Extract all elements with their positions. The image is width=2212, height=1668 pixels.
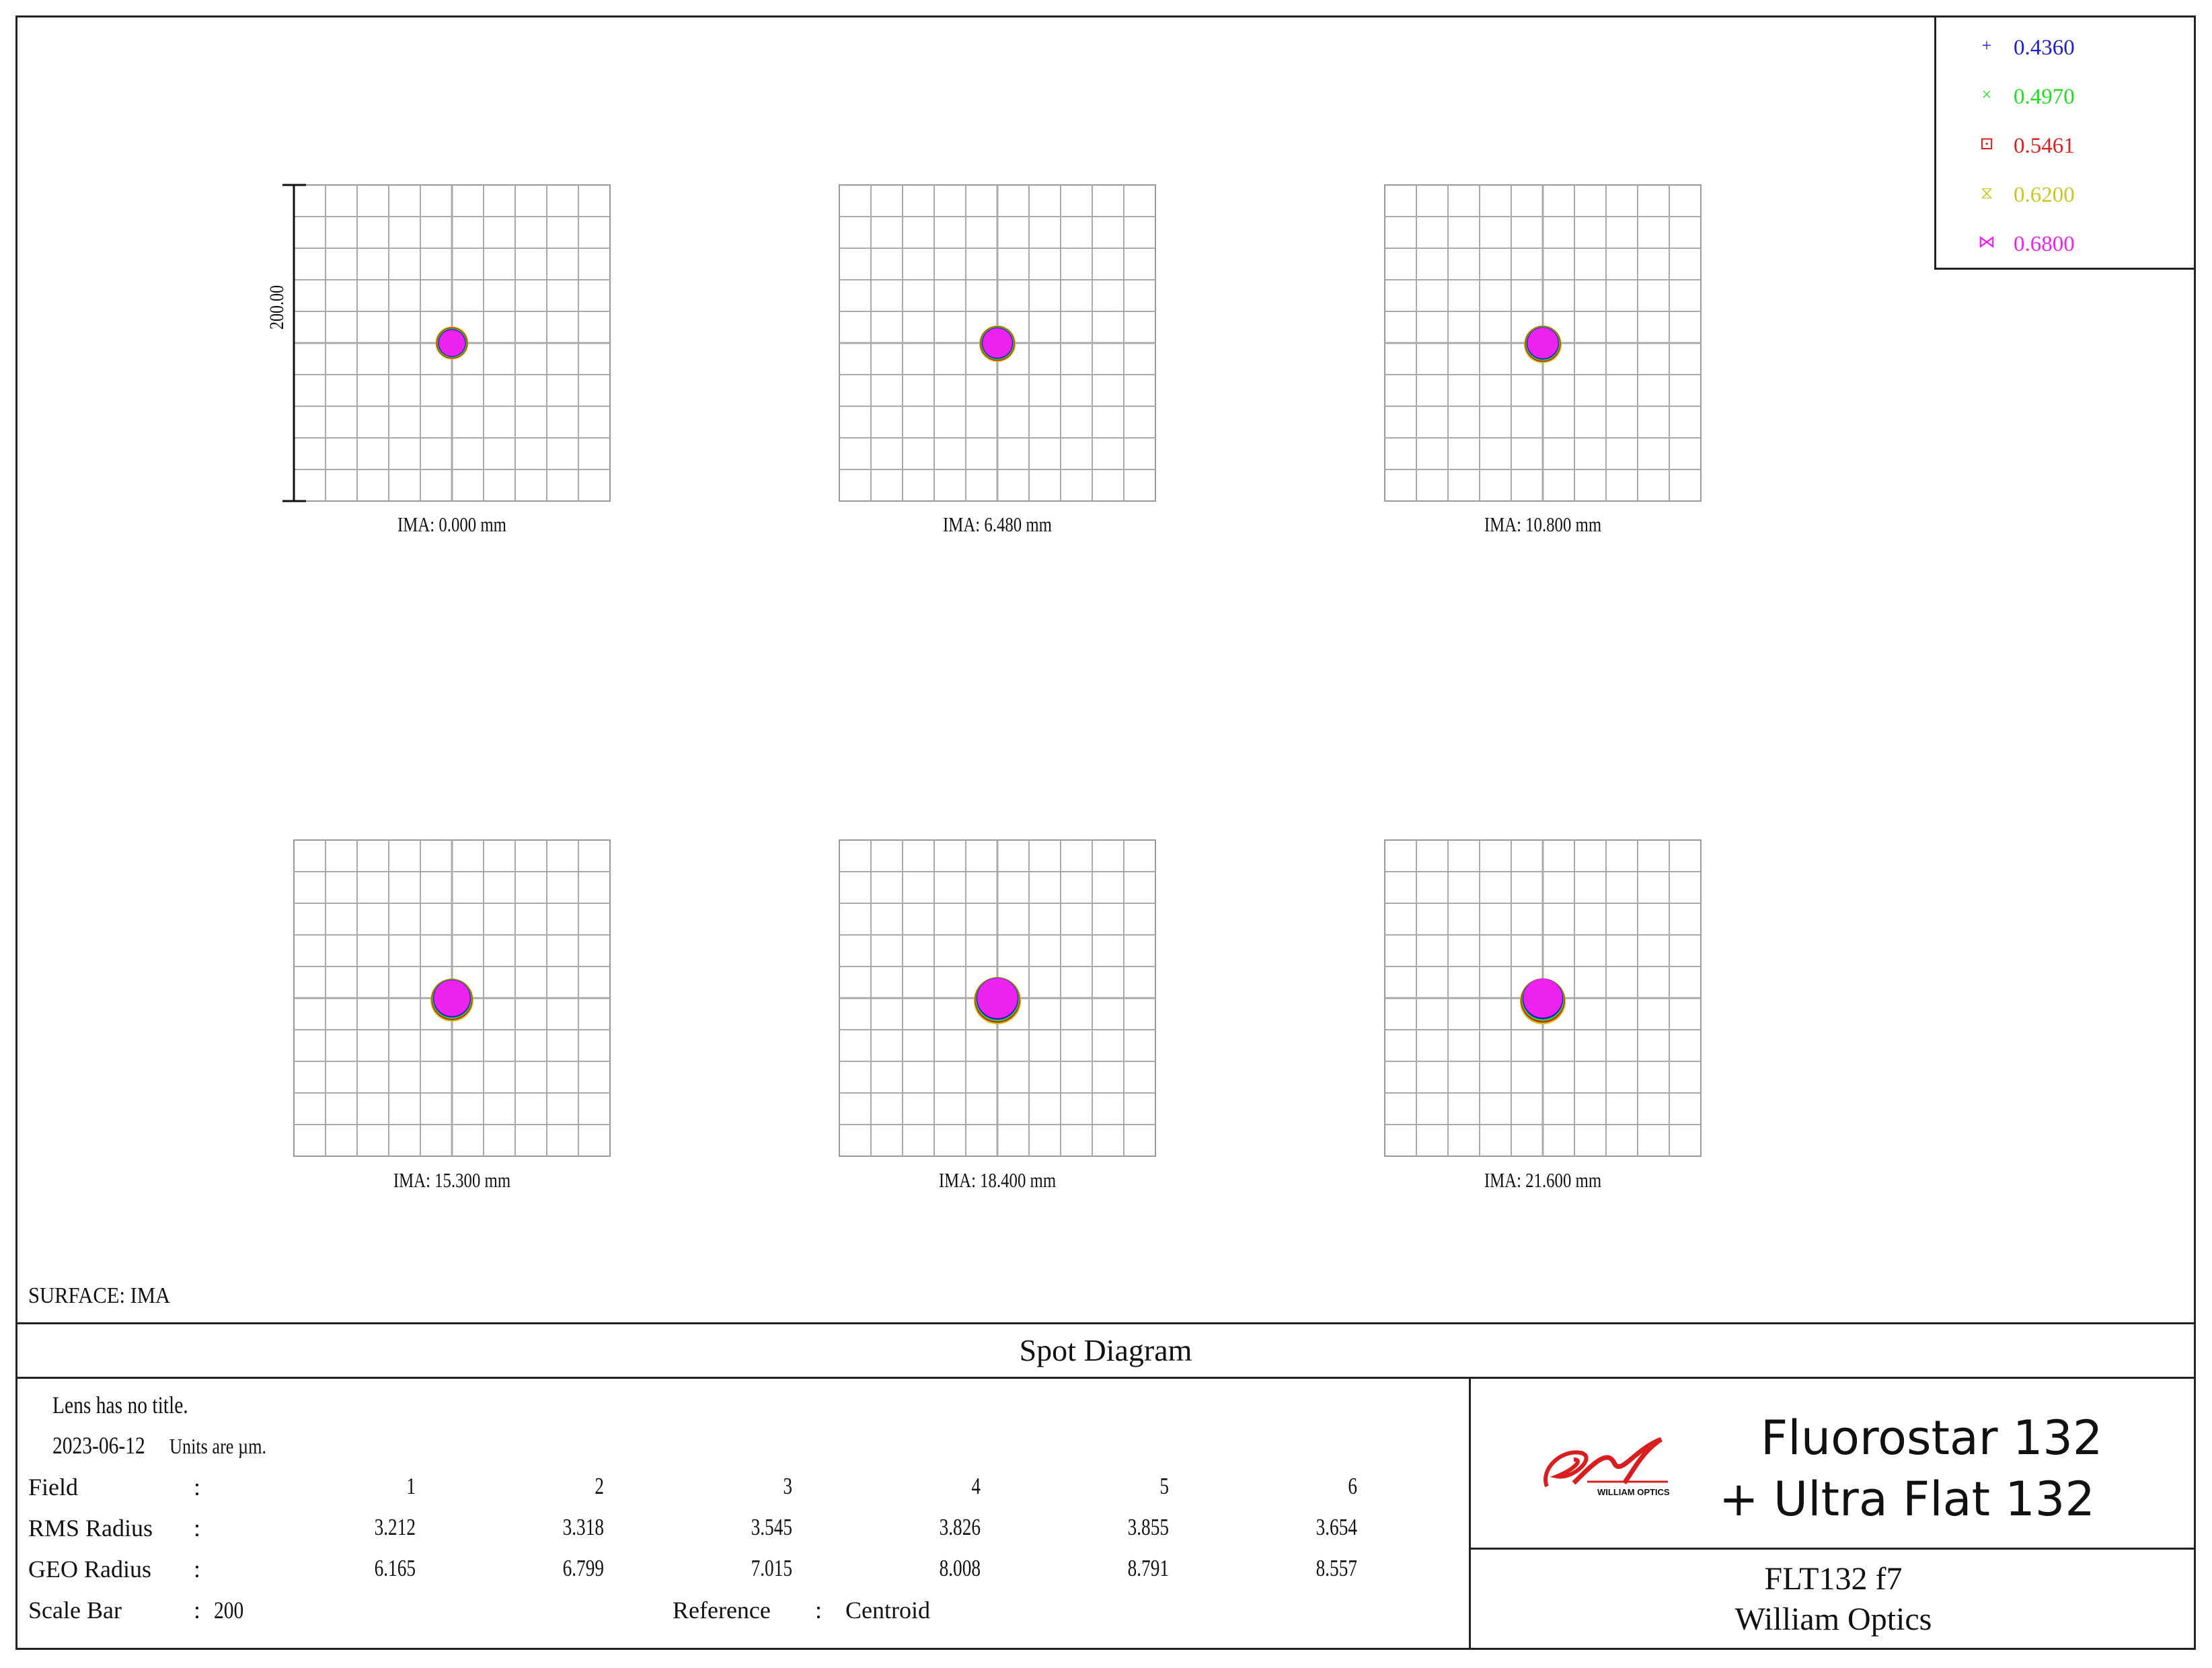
geo-value: 8.557 xyxy=(1315,1555,1357,1581)
spot-grid-field-5 xyxy=(839,839,1156,1157)
spot-grid-field-4 xyxy=(293,839,611,1157)
scale-bar-value: 200 xyxy=(214,1597,244,1624)
geo-value: 6.165 xyxy=(374,1555,416,1581)
field-label: IMA: 6.480 mm xyxy=(943,513,1052,536)
field-number: 3 xyxy=(783,1473,792,1499)
spot-series-0.6800 xyxy=(983,328,1012,358)
legend-label: 0.4970 xyxy=(2014,85,2075,109)
product-line-1: Fluorostar 132 xyxy=(1761,1410,2103,1466)
geo-value: 7.015 xyxy=(751,1555,792,1581)
divider xyxy=(1469,1377,1471,1650)
colon: : xyxy=(194,1515,201,1542)
field-label: IMA: 0.000 mm xyxy=(397,513,506,536)
lens-title: Lens has no title. xyxy=(52,1392,188,1418)
units-text: Units are µm. xyxy=(169,1434,267,1458)
company-name: William Optics xyxy=(1734,1601,1932,1637)
field-number: 1 xyxy=(406,1473,416,1499)
spot-grid-field-6 xyxy=(1384,839,1702,1157)
legend-label: 0.5461 xyxy=(2014,134,2075,158)
spot-grid-field-2 xyxy=(839,184,1156,502)
rms-row-label: RMS Radius xyxy=(28,1515,153,1542)
divider xyxy=(1469,1548,2196,1550)
cross-marker-icon: × xyxy=(1981,85,1992,104)
rms-value: 3.855 xyxy=(1127,1514,1169,1540)
date-text: 2023-06-12 xyxy=(52,1432,145,1459)
geo-row-label: GEO Radius xyxy=(28,1556,151,1583)
rms-value: 3.654 xyxy=(1315,1514,1357,1540)
diagram-title: Spot Diagram xyxy=(15,1322,2196,1379)
geo-value: 8.008 xyxy=(939,1555,981,1581)
legend-label: 0.6200 xyxy=(2014,183,2075,207)
plot-frame xyxy=(15,15,2196,1650)
field-row-label: Field xyxy=(28,1474,79,1501)
william-optics-logo: WILLIAM OPTICS xyxy=(1543,1437,1670,1497)
geo-value: 6.799 xyxy=(562,1555,604,1581)
rms-value: 3.212 xyxy=(374,1514,416,1540)
scale-bar-row-label: Scale Bar xyxy=(28,1597,122,1624)
field-number: 5 xyxy=(1159,1473,1169,1499)
scale-bar-label: 200.00 xyxy=(266,285,288,330)
scale-bar xyxy=(282,184,306,502)
bowtie-marker-icon: ⋈ xyxy=(1978,232,1995,252)
legend-label: 0.6800 xyxy=(2014,232,2075,256)
field-label: IMA: 18.400 mm xyxy=(938,1168,1057,1192)
legend-label: 0.4360 xyxy=(2014,36,2075,60)
spot-grid-field-1 xyxy=(293,184,611,502)
field-label: IMA: 15.300 mm xyxy=(393,1168,511,1192)
surface-label: SURFACE: IMA xyxy=(28,1283,171,1308)
spot-series-0.6800 xyxy=(438,330,465,356)
logo-text: WILLIAM OPTICS xyxy=(1597,1487,1670,1497)
spot-grid-field-3 xyxy=(1384,184,1702,502)
reference-value: Centroid xyxy=(845,1597,930,1624)
field-label: IMA: 10.800 mm xyxy=(1484,513,1602,536)
colon: : xyxy=(194,1474,201,1501)
rms-value: 3.545 xyxy=(751,1514,792,1540)
spot-series-0.6800 xyxy=(1523,979,1562,1018)
colon: : xyxy=(194,1597,201,1624)
field-label: IMA: 21.600 mm xyxy=(1484,1168,1602,1192)
rms-value: 3.826 xyxy=(939,1514,981,1540)
spot-series-0.6800 xyxy=(977,978,1018,1018)
field-number: 2 xyxy=(595,1473,604,1499)
design-name: FLT132 f7 xyxy=(1764,1561,1903,1597)
plus-marker-icon: + xyxy=(1981,36,1992,55)
rms-value: 3.318 xyxy=(562,1514,604,1540)
square-marker-icon: ⊡ xyxy=(1979,134,1994,153)
hourglass-marker-icon: ⧖ xyxy=(1980,183,1993,202)
wavelength-legend: + 0.4360 × 0.4970 ⊡ 0.5461 ⧖ 0.6200 ⋈ 0.… xyxy=(1934,15,2196,270)
reference-label: Reference xyxy=(673,1597,771,1624)
colon: : xyxy=(194,1556,201,1583)
product-line-2: + Ultra Flat 132 xyxy=(1719,1472,2095,1527)
geo-value: 8.791 xyxy=(1127,1555,1169,1581)
colon: : xyxy=(815,1597,823,1624)
spot-series-0.6800 xyxy=(434,980,470,1016)
field-number: 4 xyxy=(971,1473,981,1499)
field-number: 6 xyxy=(1348,1473,1357,1499)
spot-series-0.6800 xyxy=(1527,328,1558,358)
